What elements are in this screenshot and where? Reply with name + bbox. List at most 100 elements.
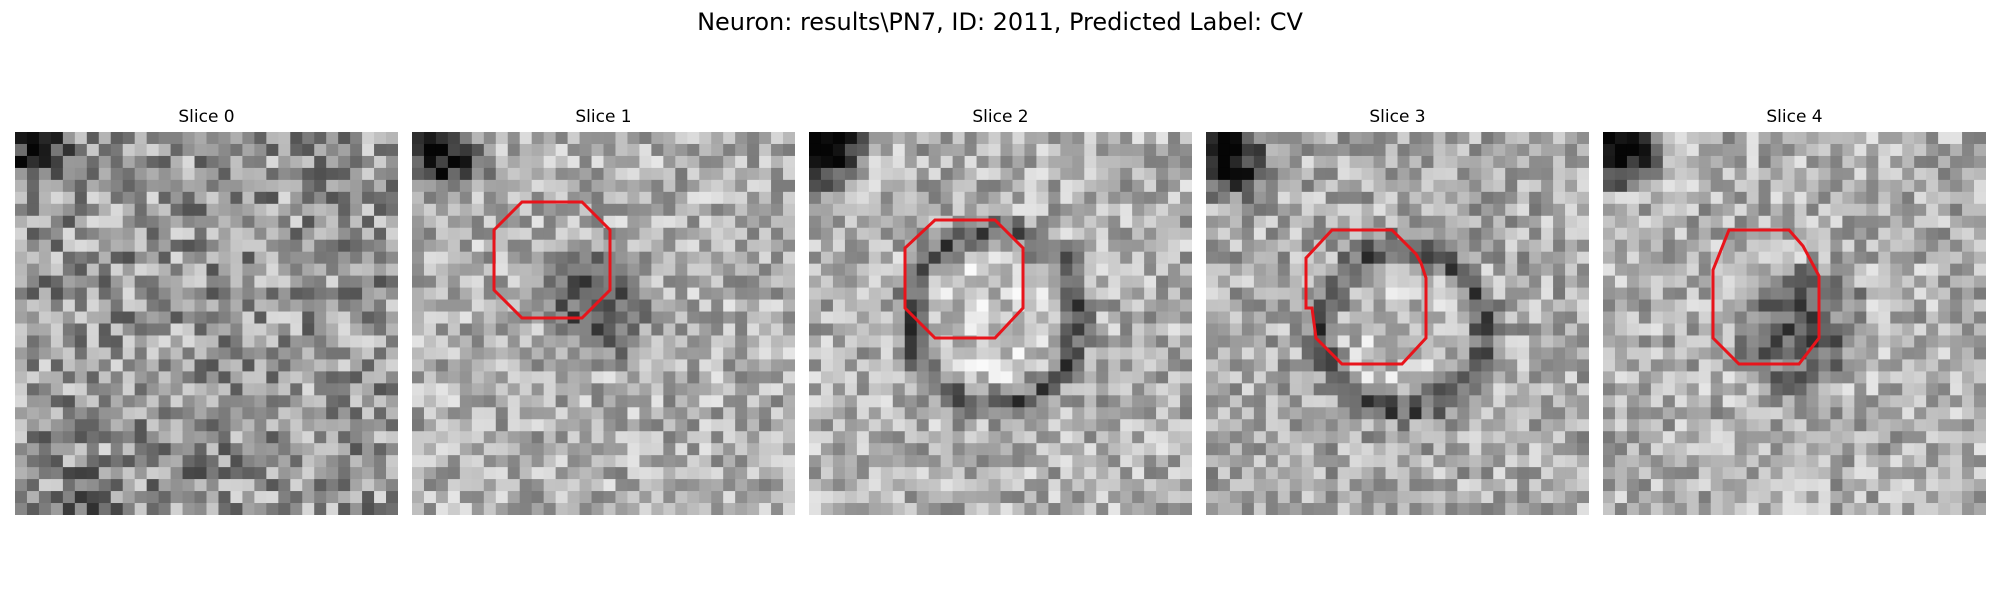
slice-pixel: [290, 167, 303, 181]
slice-pixel: [1962, 347, 1975, 360]
slice-pixel: [531, 335, 545, 348]
slice-pixel: [1926, 383, 1939, 396]
slice-pixel: [892, 491, 906, 504]
slice-pixel: [1614, 299, 1628, 313]
slice-pixel: [314, 167, 327, 181]
slice-pixel: [1156, 383, 1169, 396]
slice-pixel: [735, 323, 748, 336]
slice-pixel: [916, 383, 930, 396]
slice-pixel: [230, 383, 243, 396]
slice-pixel: [1060, 467, 1073, 480]
slice-pixel: [809, 407, 822, 420]
slice-pixel: [122, 371, 136, 384]
slice-pixel: [122, 132, 136, 145]
slice-pixel: [218, 467, 231, 480]
slice-pixel: [615, 311, 628, 324]
slice-pixel: [1565, 323, 1578, 336]
slice-pixel: [1614, 143, 1628, 157]
slice-pixel: [1108, 311, 1121, 324]
slice-pixel: [687, 479, 700, 492]
slice-pixel: [976, 443, 990, 456]
slice-pixel: [350, 347, 363, 360]
slice-pixel: [74, 323, 88, 336]
slice-pixel: [1265, 287, 1279, 301]
slice-pixel: [1806, 275, 1819, 289]
slice-pixel: [591, 227, 604, 241]
slice-pixel: [687, 239, 700, 253]
slice-pixel: [1746, 215, 1760, 229]
slice-pixel: [1229, 311, 1243, 324]
slice-pixel: [1325, 323, 1339, 336]
slice-pixel: [507, 479, 521, 492]
slice-pixel: [1914, 323, 1927, 336]
slice-pixel: [976, 287, 990, 301]
slice-pixel: [1229, 431, 1243, 444]
slice-pixel: [1349, 143, 1363, 157]
slice-pixel: [423, 155, 437, 169]
slice-pixel: [314, 347, 327, 360]
slice-pixel: [1734, 299, 1748, 313]
slice-pixel: [266, 431, 279, 444]
slice-pixel: [747, 479, 760, 492]
slice-pixel: [952, 167, 966, 181]
slice-pixel: [735, 287, 748, 301]
slice-pixel: [74, 335, 88, 348]
slice-pixel: [1818, 455, 1831, 468]
slice-pixel: [134, 155, 148, 169]
slice-pixel: [194, 431, 207, 444]
slice-pixel: [1806, 239, 1819, 253]
slice-pixel: [1950, 143, 1963, 157]
slice-pixel: [1830, 215, 1843, 229]
slice-pixel: [1385, 359, 1398, 372]
slice-pixel: [687, 311, 700, 324]
slice-pixel: [844, 132, 858, 145]
slice-pixel: [868, 251, 882, 265]
slice-pixel: [603, 167, 616, 181]
slice-pixel: [723, 359, 736, 372]
slice-pixel: [555, 491, 569, 504]
slice-pixel: [1060, 203, 1073, 217]
slice-pixel: [483, 371, 497, 384]
slice-pixel: [1505, 407, 1518, 420]
slice-pixel: [1565, 132, 1578, 145]
slice-pixel: [15, 179, 28, 193]
slice-pixel: [639, 227, 652, 241]
slice-pixel: [1734, 383, 1748, 396]
slice-pixel: [495, 203, 509, 217]
slice-pixel: [723, 251, 736, 265]
slice-pixel: [1108, 132, 1121, 145]
slice-pixel: [412, 215, 425, 229]
slice-pixel: [1301, 395, 1315, 408]
slice-pixel: [230, 503, 243, 515]
slice-pixel: [158, 371, 172, 384]
slice-pixel: [663, 359, 676, 372]
slice-pixel: [1565, 203, 1578, 217]
slice-pixel: [1722, 407, 1736, 420]
slice-pixel: [687, 371, 700, 384]
slice-pixel: [1505, 431, 1518, 444]
slice-pixel: [1084, 251, 1097, 265]
slice-pixel: [783, 143, 795, 157]
slice-pixel: [362, 347, 375, 360]
slice-pixel: [1481, 155, 1494, 169]
slice-pixel: [928, 251, 942, 265]
slice-pixel: [290, 215, 303, 229]
slice-pixel: [759, 143, 772, 157]
slice-pixel: [1902, 395, 1915, 408]
slice-pixel: [1084, 275, 1097, 289]
slice-pixel: [1433, 479, 1446, 492]
slice-pixel: [615, 491, 628, 504]
slice-pixel: [1770, 275, 1784, 289]
slice-pixel: [1156, 167, 1169, 181]
slice-pixel: [1084, 431, 1097, 444]
slice-pixel: [735, 311, 748, 324]
slice-pixel: [916, 443, 930, 456]
slice-pixel: [759, 419, 772, 432]
slice-pixel: [1277, 215, 1291, 229]
slice-pixel: [820, 287, 834, 301]
slice-pixel: [218, 479, 231, 492]
slice-pixel: [1072, 407, 1085, 420]
slice-pixel: [38, 467, 52, 480]
slice-pixel: [809, 311, 822, 324]
slice-pixel: [928, 287, 942, 301]
